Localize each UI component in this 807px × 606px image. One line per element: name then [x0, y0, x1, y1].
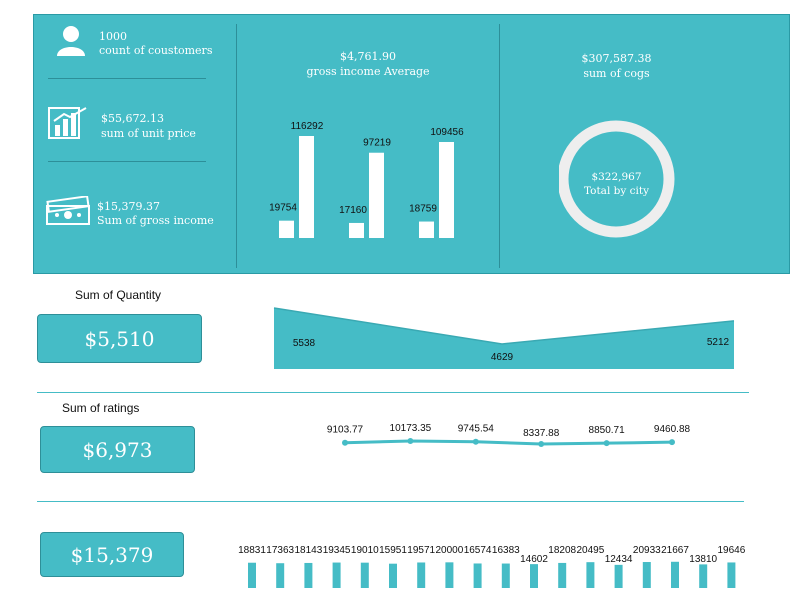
- bottom-bar: [248, 562, 256, 588]
- unit-price-value: $55,672.13: [101, 112, 164, 125]
- divider: [37, 392, 749, 393]
- ratings-point: [603, 440, 610, 447]
- customers-label: count of coustomers: [99, 44, 213, 57]
- quantity-title: Sum of Quantity: [75, 288, 162, 302]
- ratings-data-label: 10173.35: [390, 423, 432, 434]
- bottom-bar: [276, 563, 285, 588]
- bottom-bar-label: 18208: [548, 545, 576, 556]
- bottom-bar: [586, 562, 595, 588]
- quantity-area-chart: 5538 4629 5212: [273, 307, 735, 369]
- quantity-area: [274, 308, 734, 369]
- gross-income-avg-label: gross income Average: [306, 65, 430, 78]
- bottom-bar-chart: 18831 17363 18143 19345 19010 15951 19571 20000…: [238, 545, 746, 588]
- gross-income-bar-chart: 19754 17160 18759 116292 97219 109456: [269, 121, 464, 238]
- bottom-bar-label: 20933: [633, 545, 661, 556]
- gross-income-value: $15,379.37: [97, 200, 160, 213]
- bottom-bar-label: 17363: [266, 545, 294, 556]
- bar-data-label: 109456: [430, 127, 464, 138]
- bottom-bar: [417, 562, 426, 588]
- gross-income-bar: [439, 141, 454, 238]
- area-data-label: 5212: [707, 337, 730, 348]
- bottom-bar-label: 18143: [294, 545, 322, 556]
- area-data-label: 5538: [293, 338, 316, 349]
- bar-data-label: 17160: [339, 205, 367, 216]
- donut-label: Total by city: [583, 185, 650, 197]
- bottom-bar: [360, 562, 369, 588]
- ratings-point: [342, 439, 348, 446]
- bottom-bar-label: 19571: [407, 545, 435, 556]
- bottom-bar-label: 15951: [379, 545, 407, 556]
- user-icon: [57, 26, 85, 56]
- city-donut-chart: [559, 120, 675, 238]
- bottom-bar-label: 14602: [520, 554, 548, 565]
- bottom-bar-label: 16383: [492, 545, 520, 556]
- bottom-bar: [671, 561, 679, 588]
- bottom-bar-label: 13810: [689, 554, 717, 565]
- ratings-data-label: 9103.77: [327, 425, 364, 436]
- cogs-value: $307,587.38: [581, 52, 652, 65]
- gross-income-card: $15,379: [40, 532, 184, 577]
- bar-data-label: 116292: [291, 121, 324, 132]
- divider: [48, 161, 206, 162]
- bar-data-label: 18759: [409, 204, 437, 215]
- gross-income-label: Sum of gross income: [97, 214, 214, 227]
- ratings-data-label: 9745.54: [458, 424, 495, 435]
- summary-panel: [33, 14, 790, 274]
- gross-income-bar: [369, 152, 384, 238]
- bottom-bar-label: 20000: [435, 545, 463, 556]
- quantity-area-line: [273, 307, 735, 345]
- divider: [499, 24, 500, 268]
- bottom-bar: [501, 563, 510, 588]
- bottom-bar-label: 19646: [717, 545, 745, 556]
- ratings-line-chart: 9103.77 10173.35 9745.54 8337.88 8850.71 9460…: [327, 423, 691, 447]
- bottom-bar: [642, 562, 651, 588]
- bar-data-label: 19754: [269, 203, 297, 214]
- ratings-point: [407, 438, 414, 444]
- ratings-data-label: 9460.88: [654, 424, 691, 435]
- ratings-data-label: 8337.88: [523, 428, 560, 439]
- bar-chart-icon: [48, 107, 87, 139]
- bottom-bar: [530, 564, 538, 588]
- bottom-bar-label: 16574: [464, 545, 492, 556]
- bottom-bar-label: 21667: [661, 545, 689, 556]
- customers-value: 1000: [99, 30, 127, 43]
- bottom-bar-label: 18831: [238, 545, 266, 556]
- ratings-point: [538, 441, 545, 447]
- gross-income-bar: [419, 221, 434, 238]
- bottom-bar: [727, 562, 736, 588]
- divider: [37, 501, 744, 502]
- bottom-bar-label: 19345: [323, 545, 351, 556]
- ratings-data-label: 8850.71: [589, 425, 626, 436]
- ratings-point: [669, 439, 675, 446]
- divider: [236, 24, 237, 268]
- bottom-bar: [699, 564, 708, 588]
- bottom-bar: [304, 562, 313, 588]
- bottom-bar: [614, 564, 623, 588]
- gross-income-bar: [349, 222, 364, 238]
- donut-value: $322,967: [591, 171, 642, 183]
- bottom-bar: [473, 563, 482, 588]
- bottom-bar: [445, 562, 454, 588]
- bottom-bar-label: 20495: [576, 545, 604, 556]
- ratings-card: $6,973: [40, 426, 195, 473]
- ratings-line: [344, 439, 673, 446]
- gross-income-bar: [279, 220, 294, 238]
- cogs-label: sum of cogs: [583, 67, 650, 80]
- bottom-bar-label: 12434: [605, 554, 633, 565]
- quantity-card: $5,510: [37, 314, 202, 363]
- ratings-point: [472, 438, 479, 445]
- gross-income-avg-value: $4,761.90: [340, 50, 396, 63]
- money-icon: [46, 196, 90, 225]
- divider: [48, 78, 206, 79]
- area-data-label: 4629: [491, 352, 514, 363]
- bar-data-label: 97219: [363, 138, 391, 149]
- ratings-title: Sum of ratings: [62, 401, 140, 415]
- bottom-bar: [389, 563, 397, 588]
- bottom-bar: [558, 562, 567, 588]
- bottom-bar: [332, 562, 341, 588]
- unit-price-label: sum of unit price: [101, 127, 196, 140]
- gross-income-bar: [299, 136, 314, 238]
- bottom-bar-label: 19010: [351, 545, 379, 556]
